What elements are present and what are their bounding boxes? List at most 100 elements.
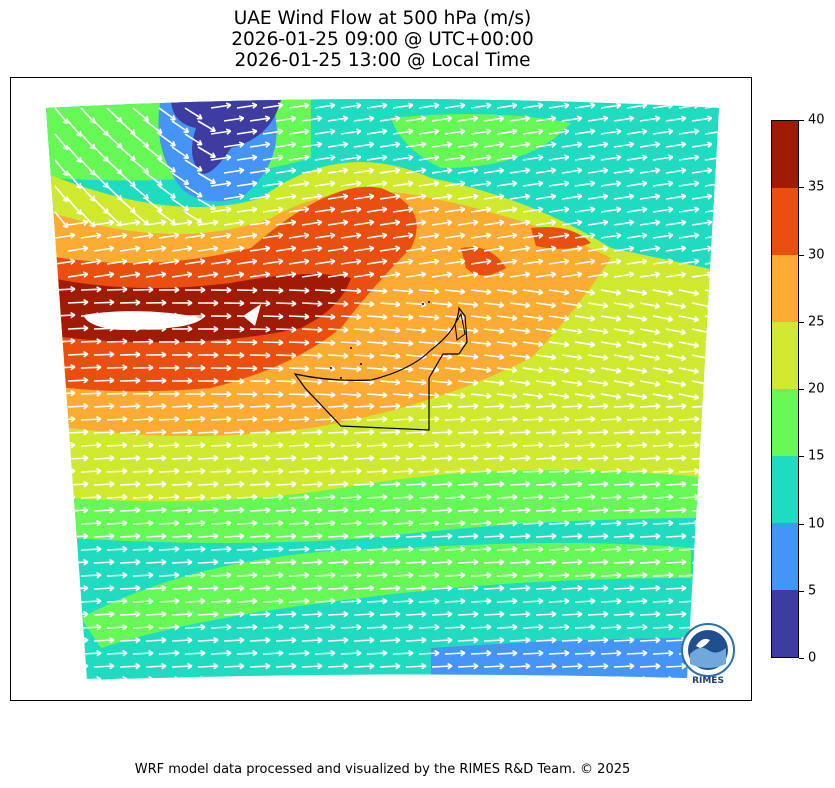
wind-arrow-head — [316, 193, 323, 200]
wind-arrow — [405, 587, 427, 590]
wind-arrow — [613, 483, 635, 486]
wind-arrow-head — [330, 493, 336, 501]
wind-arrow — [639, 169, 660, 174]
wind-arrow — [444, 574, 466, 577]
wind-arrow — [392, 104, 413, 109]
wind-arrow — [509, 405, 531, 408]
wind-arrow — [509, 535, 531, 538]
wind-arrow — [197, 535, 219, 538]
wind-arrow-head — [187, 351, 193, 359]
wind-arrow — [106, 548, 128, 551]
wind-arrow-head — [537, 392, 544, 400]
wind-arrow — [535, 639, 557, 642]
wind-arrow-head — [225, 128, 232, 135]
wind-arrow-head — [564, 415, 570, 423]
wind-arrow-head — [196, 139, 203, 146]
wind-arrow-head — [239, 662, 245, 670]
wind-arrow-head — [196, 113, 203, 120]
wind-arrow — [275, 273, 296, 278]
wind-arrow-head — [186, 245, 193, 252]
wind-arrow — [535, 587, 557, 590]
wind-arrow — [744, 118, 752, 121]
wind-arrow-head — [524, 219, 531, 226]
wind-arrow-head — [135, 377, 141, 384]
wind-arrows — [54, 102, 752, 680]
wind-arrow — [197, 457, 219, 460]
wind-arrow-head — [408, 441, 414, 449]
wind-arrow — [184, 260, 205, 265]
wind-arrow-head — [746, 343, 751, 348]
wind-arrow-head — [563, 206, 570, 213]
wind-arrow-head — [382, 493, 388, 501]
wind-arrow — [704, 393, 719, 399]
wind-arrow — [197, 613, 219, 616]
wind-arrow-head — [70, 311, 76, 319]
wind-arrow-head — [459, 128, 466, 135]
wind-arrow — [418, 182, 439, 187]
wind-arrow — [470, 156, 491, 161]
wind-arrow — [249, 143, 270, 148]
wind-arrow-head — [265, 506, 271, 514]
wind-arrow — [54, 418, 76, 421]
wind-arrow — [223, 143, 244, 148]
wind-arrow-head — [330, 313, 336, 321]
wind-arrow-head — [616, 519, 622, 527]
wind-arrow — [483, 328, 504, 333]
wind-arrow — [431, 665, 453, 668]
wind-arrow — [548, 208, 569, 213]
wind-arrow — [392, 315, 413, 319]
wind-arrow — [327, 221, 348, 226]
wind-arrow-head — [213, 454, 219, 462]
wind-arrow-head — [290, 167, 297, 174]
wind-arrow — [457, 380, 478, 384]
colorbar-tick-label: 5 — [808, 583, 817, 599]
wind-arrow-head — [200, 286, 206, 294]
wind-arrow — [626, 182, 647, 187]
wind-arrow — [704, 522, 719, 525]
wind-arrow-head — [434, 415, 440, 423]
wind-arrow — [379, 613, 401, 616]
wind-arrow — [80, 574, 102, 577]
wind-arrow — [54, 470, 76, 473]
wind-arrow — [431, 613, 453, 616]
wind-arrow-head — [564, 519, 570, 527]
wind-arrow-head — [615, 128, 622, 135]
wind-arrow — [496, 289, 517, 294]
wind-arrow — [457, 247, 478, 252]
wind-arrow-head — [395, 532, 401, 540]
wind-arrow — [210, 470, 232, 473]
wind-arrow — [731, 316, 751, 320]
wind-arrow — [223, 665, 245, 668]
wind-arrow — [210, 522, 232, 525]
wind-arrow — [379, 302, 401, 306]
wind-arrow — [379, 587, 401, 590]
wind-arrow — [93, 613, 115, 616]
wind-arrow — [288, 104, 309, 109]
wind-arrow-head — [278, 675, 284, 680]
wind-arrow-head — [330, 675, 336, 680]
wind-arrow — [470, 130, 491, 135]
wind-arrow-head — [121, 258, 128, 265]
wind-arrow-head — [603, 662, 609, 670]
wind-arrow-head — [694, 571, 700, 579]
wind-arrow-head — [382, 571, 388, 579]
wind-arrow-head — [693, 180, 700, 187]
wind-arrow — [587, 247, 608, 252]
wind-arrow-head — [447, 636, 453, 644]
wind-arrow — [80, 522, 102, 525]
wind-arrow — [717, 195, 719, 200]
wind-arrow — [744, 196, 752, 199]
wind-arrow — [665, 143, 686, 148]
wind-arrow — [54, 340, 76, 343]
wind-arrow-head — [239, 428, 245, 436]
wind-arrow-head — [330, 649, 336, 657]
wind-arrow-head — [550, 141, 557, 148]
wind-arrow-head — [680, 380, 687, 388]
wind-arrow-head — [395, 558, 401, 566]
wind-arrow-head — [70, 649, 76, 657]
wind-arrow-head — [135, 351, 141, 358]
wind-arrow — [379, 380, 401, 384]
wind-arrow-head — [265, 558, 271, 566]
wind-arrow — [509, 221, 530, 226]
wind-arrow — [288, 678, 310, 680]
